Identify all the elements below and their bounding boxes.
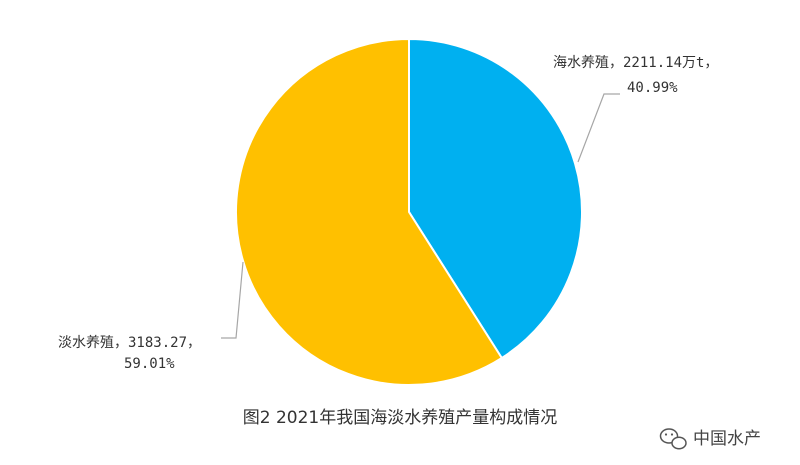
pie-slices xyxy=(235,37,583,386)
data-label-freshwater-line1: 淡水养殖，3183.27， xyxy=(58,334,201,351)
watermark-text: 中国水产 xyxy=(693,429,761,449)
leader-line-seawater xyxy=(577,93,620,163)
data-label-seawater-line1: 海水养殖，2211.14万t， xyxy=(553,54,718,71)
data-label-seawater-line2: 40.99% xyxy=(627,80,678,96)
data-label-freshwater-line2: 59.01% xyxy=(124,356,175,372)
chart-caption: 图2 2021年我国海淡水养殖产量构成情况 xyxy=(243,408,557,428)
leader-line-freshwater xyxy=(221,261,244,339)
wechat-icon xyxy=(659,428,687,450)
pie-slice-freshwater xyxy=(235,37,504,386)
